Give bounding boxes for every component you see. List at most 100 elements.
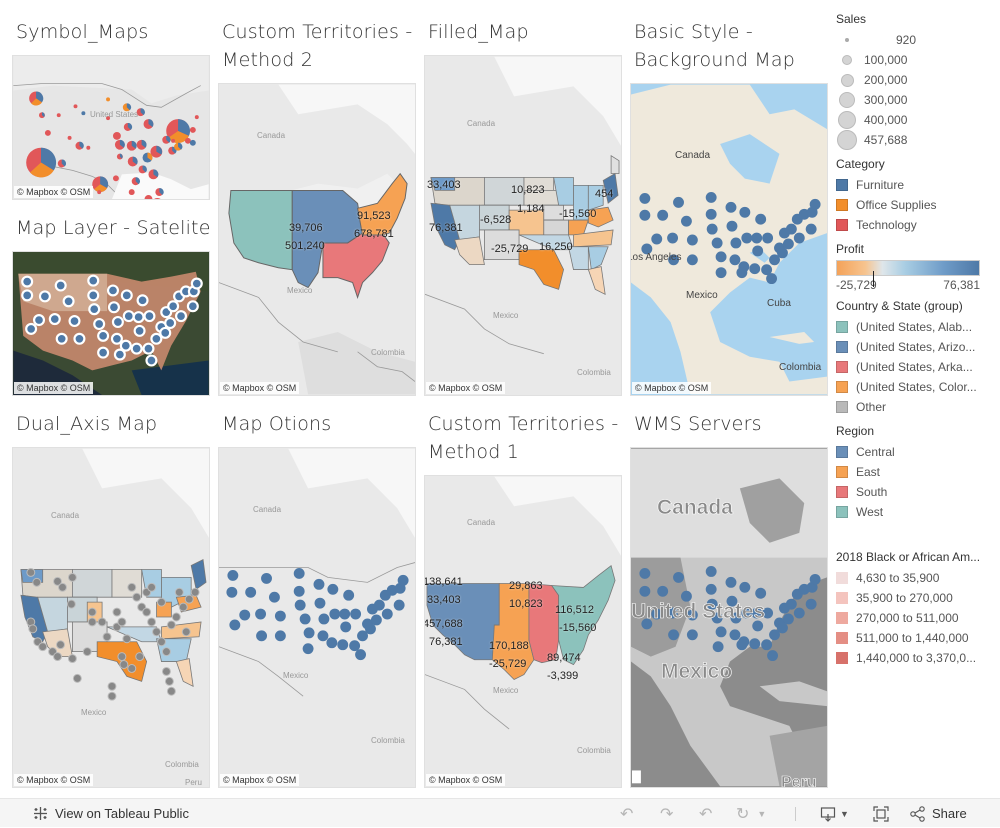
data-label: 10,823: [509, 598, 543, 610]
light-basemap: [219, 448, 415, 787]
legend-item[interactable]: (United States, Color...: [836, 377, 1000, 397]
title-line-2: Background Map: [634, 49, 796, 71]
legend-sales[interactable]: Sales 920 100,000 200,000 300,000 400,00…: [836, 12, 1000, 150]
data-label: 76,381: [429, 222, 463, 234]
data-label: 76,381: [429, 636, 463, 648]
legend-size-item[interactable]: 457,688: [836, 130, 1000, 150]
legend-item[interactable]: Other: [836, 397, 1000, 417]
view-on-tableau-public-label: View on Tableau Public: [55, 806, 189, 821]
legend-size-item[interactable]: 920: [836, 30, 1000, 50]
data-label: -25,729: [491, 243, 529, 255]
map-attribution: © Mapbox © OSM: [632, 382, 712, 394]
swatch-icon: [836, 199, 848, 211]
legend-label: Central: [856, 445, 895, 459]
data-label: 33,403: [427, 179, 461, 191]
map-wms-servers[interactable]: Canada United States Mexico Peru: [630, 447, 828, 788]
legend-label: 4,630 to 35,900: [856, 571, 940, 585]
swatch-icon: [836, 381, 848, 393]
legend-category[interactable]: Category Furniture Office Supplies Techn…: [836, 157, 1000, 235]
region-basemap: [219, 84, 415, 395]
refresh-icon: ↻: [736, 805, 750, 823]
share-button[interactable]: Share: [910, 799, 967, 828]
chevron-down-icon: ▼: [757, 808, 767, 819]
profit-min: -25,729: [836, 278, 877, 292]
legend-label: 35,900 to 270,000: [856, 591, 953, 605]
sheet-title-custom-territories-1: Custom Territories - Method 1: [428, 410, 618, 466]
revert-icon: ↶: [699, 805, 713, 823]
redo-button[interactable]: ↷: [660, 799, 673, 828]
map-label-colombia: Colombia: [165, 760, 199, 769]
legend-label: 920: [895, 33, 916, 47]
legend-item[interactable]: South: [836, 482, 1000, 502]
legend-label: East: [856, 465, 881, 479]
legend-item[interactable]: (United States, Alab...: [836, 317, 1000, 337]
tableau-logo-icon: [34, 807, 47, 820]
download-button[interactable]: ▼: [820, 799, 849, 828]
legend-size-item[interactable]: 100,000: [836, 50, 1000, 70]
title-line-1: Basic Style -: [634, 21, 753, 43]
legend-item[interactable]: 511,000 to 1,440,000: [836, 628, 1000, 648]
map-custom-territories-2[interactable]: Canada Mexico Colombia 39,706 501,240 91…: [218, 83, 416, 396]
wms-terrain-basemap: [631, 448, 827, 787]
legend-country-state[interactable]: Country & State (group) (United States, …: [836, 299, 1000, 417]
redo-icon: ↷: [660, 805, 674, 823]
map-custom-territories-1[interactable]: Canada Mexico Colombia 138,641 33,403 45…: [424, 475, 622, 788]
undo-button[interactable]: ↶: [620, 799, 633, 828]
legend-item[interactable]: (United States, Arka...: [836, 357, 1000, 377]
revert-button[interactable]: ↶: [699, 799, 712, 828]
swatch-icon: [836, 466, 848, 478]
legend-item[interactable]: (United States, Arizo...: [836, 337, 1000, 357]
map-basic-style[interactable]: Canada Los Angeles Mexico Cuba Colombia …: [630, 83, 828, 396]
legend-region[interactable]: Region Central East South West: [836, 424, 1000, 522]
legend-size-item[interactable]: 200,000: [836, 70, 1000, 90]
data-label: 29,863: [509, 580, 543, 592]
map-dual-axis[interactable]: Canada Mexico Colombia Peru © Mapbox © O…: [12, 447, 210, 788]
map-options[interactable]: Canada Mexico Colombia © Mapbox © OSM: [218, 447, 416, 788]
legend-label: (United States, Alab...: [856, 320, 973, 334]
legend-item[interactable]: Technology: [836, 215, 1000, 235]
size-circle-icon: [837, 130, 857, 150]
map-attribution: © Mapbox © OSM: [14, 186, 94, 198]
swatch-icon: [836, 486, 848, 498]
swatch-icon: [836, 446, 848, 458]
bottom-toolbar: View on Tableau Public ↶ ↷ ↶ ↻ ▼ ▼ Share: [0, 798, 1000, 827]
legend-item[interactable]: East: [836, 462, 1000, 482]
fullscreen-button[interactable]: [873, 799, 889, 828]
map-label-colombia: Colombia: [577, 368, 611, 377]
legend-item[interactable]: 1,440,000 to 3,370,0...: [836, 648, 1000, 668]
legend-size-item[interactable]: 400,000: [836, 110, 1000, 130]
legend-item[interactable]: West: [836, 502, 1000, 522]
data-label: -15,560: [559, 208, 597, 220]
map-filled[interactable]: Canada Mexico Colombia 33,403 76,381 10,…: [424, 55, 622, 396]
data-label: 89,474: [547, 652, 581, 664]
view-on-tableau-public-link[interactable]: View on Tableau Public: [32, 799, 189, 828]
map-satelite[interactable]: © Mapbox © OSM: [12, 251, 210, 396]
map-label-colombia: Colombia: [371, 736, 405, 745]
legend-item[interactable]: Furniture: [836, 175, 1000, 195]
legend-item[interactable]: 270,000 to 511,000: [836, 608, 1000, 628]
swatch-icon: [836, 592, 848, 604]
legend-size-item[interactable]: 300,000: [836, 90, 1000, 110]
sheet-title-wms-servers: WMS Servers: [634, 413, 762, 435]
legend-profit[interactable]: Profit -25,729 76,381: [836, 242, 1000, 292]
swatch-icon: [836, 632, 848, 644]
map-symbol-maps[interactable]: United States © Mapbox © OSM: [12, 55, 210, 200]
size-circle-icon: [839, 92, 855, 108]
legend-item[interactable]: Office Supplies: [836, 195, 1000, 215]
map-label-colombia: Colombia: [371, 348, 405, 357]
refresh-button[interactable]: ↻ ▼: [736, 799, 766, 828]
profit-max: 76,381: [943, 278, 980, 292]
map-label-mexico: Mexico: [81, 708, 107, 717]
sheet-title-map-otions: Map Otions: [222, 413, 332, 435]
legend-black-population[interactable]: 2018 Black or African Am... 4,630 to 35,…: [836, 550, 1000, 668]
legend-item[interactable]: 4,630 to 35,900: [836, 568, 1000, 588]
legend-item[interactable]: 35,900 to 270,000: [836, 588, 1000, 608]
legend-item[interactable]: Central: [836, 442, 1000, 462]
swatch-icon: [836, 401, 848, 413]
title-line-2: Method 2: [222, 49, 313, 71]
sheet-title-dual-axis: Dual_Axis Map: [16, 413, 158, 435]
sheet-title-symbol-maps: Symbol_Maps: [16, 21, 149, 43]
map-label-mexico: Mexico: [686, 290, 718, 301]
data-label: 138,641: [424, 576, 463, 588]
chevron-down-icon: ▼: [840, 808, 849, 819]
